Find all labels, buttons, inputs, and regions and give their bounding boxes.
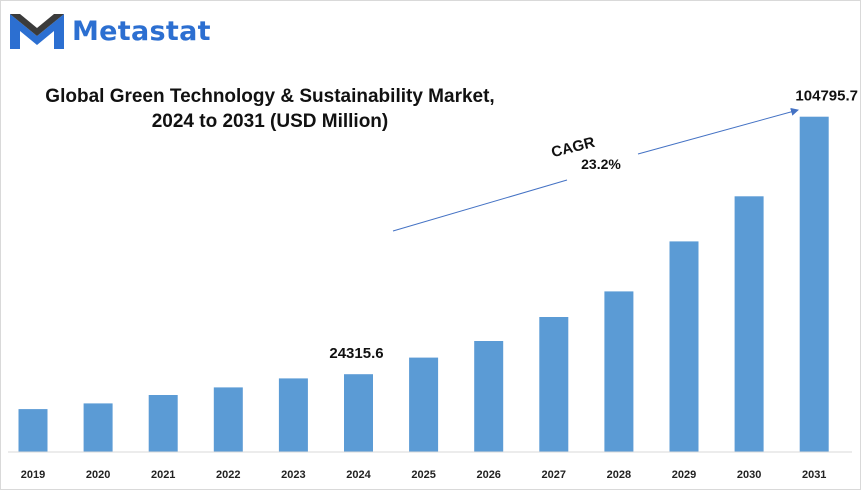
bar-2030: [734, 196, 764, 452]
bar-2029: [669, 241, 699, 452]
x-tick-2030: 2030: [737, 469, 761, 481]
x-tick-2024: 2024: [346, 469, 371, 481]
bar-2021: [148, 395, 178, 452]
x-tick-2021: 2021: [151, 469, 175, 481]
metastat-m-logo-icon: [10, 14, 64, 49]
x-tick-2026: 2026: [476, 469, 500, 481]
brand-name: Metastat: [72, 15, 211, 47]
x-tick-2019: 2019: [21, 469, 45, 481]
bar-2025: [409, 357, 439, 452]
bar-2027: [539, 317, 569, 452]
x-tick-2027: 2027: [542, 469, 566, 481]
x-tick-2029: 2029: [672, 469, 696, 481]
cagr-arrow-lower: [392, 179, 568, 232]
cagr-value: 23.2%: [581, 156, 621, 172]
bar-2023: [278, 378, 308, 452]
x-tick-2022: 2022: [216, 469, 240, 481]
data-label-2024: 24315.6: [329, 345, 383, 362]
x-tick-2031: 2031: [802, 469, 826, 481]
brand-logo: Metastat: [8, 11, 211, 51]
data-label-2031: 104795.7: [795, 88, 858, 105]
bar-2019: [18, 409, 48, 452]
chart-subtitle: 2024 to 2031 (USD Million): [151, 111, 389, 132]
bar-2024: [344, 374, 373, 452]
x-tick-2020: 2020: [86, 469, 110, 481]
cagr-arrow-upper: [637, 107, 799, 155]
bar-2028: [604, 291, 634, 452]
x-tick-2023: 2023: [281, 469, 305, 481]
bar-2031: [799, 116, 829, 452]
bar-2026: [474, 341, 504, 452]
x-tick-2025: 2025: [411, 469, 435, 481]
chart-title: Global Green Technology & Sustainability…: [45, 86, 495, 107]
bar-2020: [83, 403, 113, 452]
bar-2022: [213, 387, 243, 452]
chart-title-block: Global Green Technology & Sustainability…: [20, 84, 520, 134]
x-tick-2028: 2028: [607, 469, 631, 481]
